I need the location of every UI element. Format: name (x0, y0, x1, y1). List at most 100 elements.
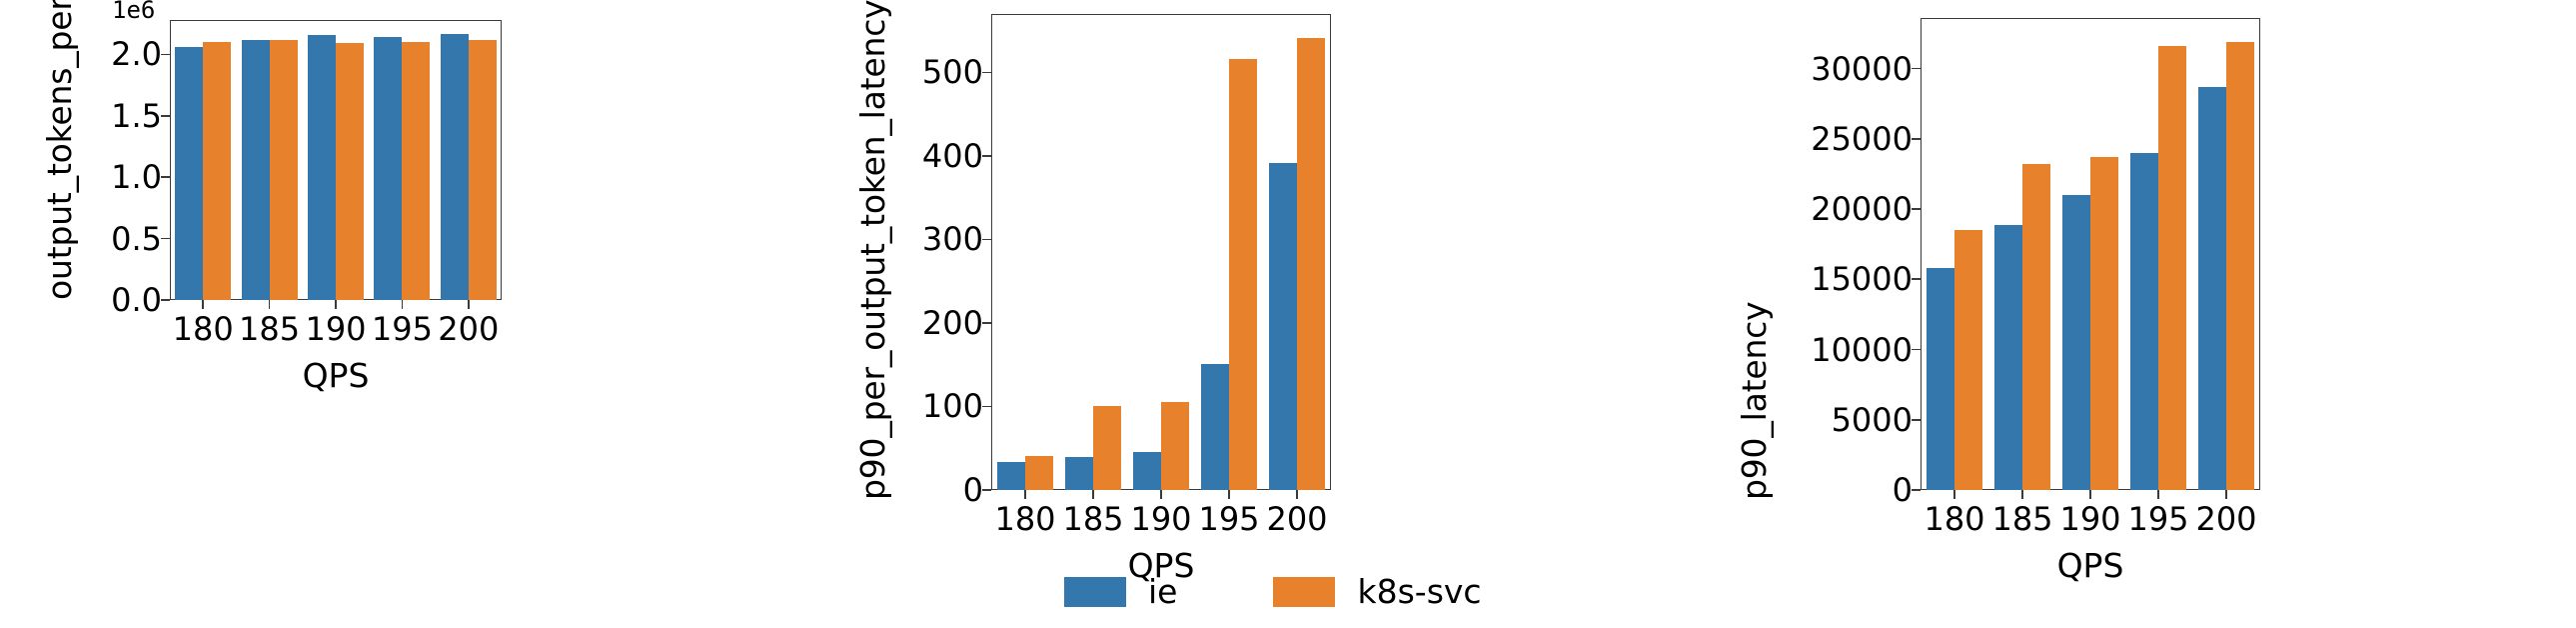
y-tick-label: 30000 (1811, 49, 1913, 88)
x-tick-mark (1024, 490, 1026, 499)
y-tick-mark (1912, 418, 1921, 421)
y-tick-mark (1912, 489, 1921, 491)
bar-ie-185 (1994, 224, 2022, 490)
y-tick-label: 2.0 (111, 35, 162, 74)
bar-k8s-svc-195 (1229, 59, 1257, 490)
y-tick-mark (1912, 138, 1921, 140)
bar-k8s-svc-185 (269, 39, 298, 300)
y-tick-mark (161, 299, 170, 301)
x-tick-label: 200 (1266, 500, 1328, 538)
x-tick-mark (2089, 490, 2091, 499)
bar-ie-185 (241, 39, 270, 300)
y-tick-label: 500 (921, 53, 983, 92)
x-tick-mark (401, 300, 404, 309)
bar-ie-190 (2062, 195, 2090, 490)
x-tick-label: 195 (1198, 500, 1260, 538)
bar-k8s-svc-180 (1025, 455, 1053, 490)
x-tick-label: 190 (305, 310, 367, 348)
x-tick-label: 180 (172, 310, 234, 348)
y-tick-mark (982, 155, 991, 157)
bar-k8s-svc-190 (1161, 402, 1189, 490)
y-tick-label: 400 (921, 136, 983, 175)
bar-k8s-svc-185 (1093, 405, 1121, 490)
y-tick-mark (161, 53, 170, 56)
y-tick-label: 100 (921, 387, 983, 426)
bar-ie-180 (1927, 268, 1954, 490)
legend-item-k8s-svc[interactable]: k8s-svc (1273, 572, 1482, 611)
bar-ie-200 (1269, 162, 1297, 490)
x-tick-label: 185 (1062, 500, 1124, 538)
x-tick-label: 200 (2195, 500, 2257, 538)
y-tick-label: 0.5 (111, 219, 162, 258)
y-tick-label: 0 (962, 471, 983, 509)
x-tick-label: 190 (2059, 500, 2121, 538)
bar-k8s-svc-190 (2090, 157, 2118, 490)
bar-k8s-svc-195 (2158, 46, 2186, 490)
chart-panel-output-tokens-per-min: output_tokens_per_min 1e6 QPS 0.0 0.5 1.0 1… (0, 0, 819, 628)
x-axis-label: QPS (302, 356, 370, 395)
bar-k8s-svc-180 (1954, 230, 1982, 490)
y-tick-label: 1.0 (111, 158, 162, 197)
x-tick-mark (1228, 490, 1230, 499)
y-tick-label: 15000 (1811, 260, 1913, 299)
x-tick-label: 185 (1991, 500, 2053, 538)
y-tick-mark (1912, 278, 1921, 281)
x-tick-mark (1296, 490, 1298, 499)
y-axis-offset-text: 1e6 (112, 0, 156, 24)
x-tick-mark (202, 300, 204, 309)
bar-k8s-svc-200 (468, 39, 497, 300)
bar-ie-190 (308, 34, 336, 300)
legend: ie k8s-svc (1064, 572, 1482, 611)
x-tick-label: 200 (438, 310, 500, 348)
bar-ie-180 (175, 47, 204, 300)
x-tick-label: 195 (371, 310, 433, 348)
y-tick-label: 1.5 (111, 96, 162, 135)
x-tick-mark (2157, 490, 2159, 499)
legend-label-ie: ie (1148, 572, 1178, 611)
x-tick-mark (1953, 490, 1955, 499)
x-tick-mark (268, 300, 271, 309)
bar-k8s-svc-185 (2022, 164, 2050, 490)
bar-ie-200 (2198, 86, 2226, 490)
bar-ie-195 (2130, 152, 2158, 490)
x-tick-mark (335, 300, 337, 309)
y-tick-mark (982, 489, 991, 491)
legend-swatch-icon-ie (1064, 576, 1126, 607)
chart-panel-p90-per-output-token-latency: p90_per_output_token_latency QPS 0 100 200… (819, 0, 1699, 628)
y-tick-label: 10000 (1811, 330, 1913, 369)
y-tick-label: 0 (1892, 471, 1913, 509)
y-tick-mark (161, 237, 170, 240)
legend-item-ie[interactable]: ie (1064, 572, 1177, 611)
y-axis-label: p90_latency (1735, 301, 1774, 500)
x-tick-label: 185 (239, 310, 301, 348)
bar-ie-200 (440, 33, 469, 300)
y-tick-mark (1912, 67, 1921, 70)
y-tick-mark (982, 238, 991, 241)
x-tick-label: 180 (994, 500, 1056, 538)
bar-k8s-svc-190 (336, 43, 364, 300)
x-axis-label: QPS (2056, 546, 2124, 585)
x-tick-mark (1092, 490, 1094, 499)
chart-panel-p90-latency: p90_latency QPS 0 5000 10000 15000 20000 2500… (1699, 0, 2576, 628)
y-tick-mark (982, 405, 991, 408)
y-tick-label: 25000 (1811, 119, 1913, 158)
legend-swatch-icon-k8s-svc (1273, 576, 1336, 607)
legend-label-k8s-svc: k8s-svc (1357, 572, 1482, 611)
bar-ie-195 (374, 37, 403, 300)
y-tick-mark (982, 322, 991, 324)
bar-k8s-svc-195 (402, 42, 431, 300)
x-tick-label: 195 (2127, 500, 2189, 538)
y-tick-mark (161, 176, 170, 178)
y-tick-label: 20000 (1811, 190, 1913, 229)
y-tick-label: 5000 (1831, 400, 1913, 439)
y-tick-mark (1912, 348, 1921, 351)
y-tick-mark (1912, 208, 1921, 210)
bar-ie-195 (1201, 363, 1229, 490)
bar-ie-185 (1065, 457, 1093, 490)
bar-k8s-svc-180 (203, 42, 232, 300)
x-tick-mark (2225, 490, 2227, 499)
x-tick-label: 180 (1924, 500, 1985, 538)
bar-k8s-svc-200 (2226, 41, 2254, 490)
x-tick-mark (1160, 490, 1162, 499)
